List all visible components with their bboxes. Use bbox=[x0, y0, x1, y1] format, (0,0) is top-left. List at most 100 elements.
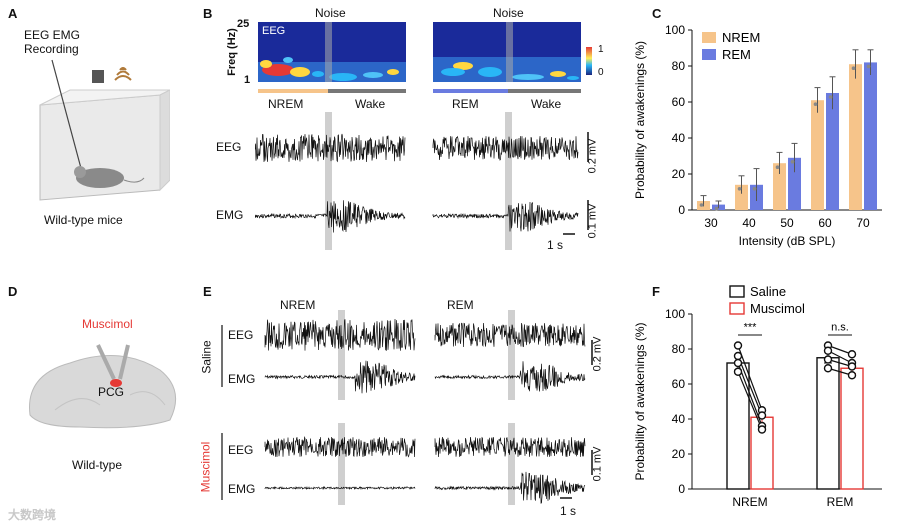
f-point bbox=[847, 350, 857, 359]
f-point bbox=[757, 411, 767, 420]
c-ytick-label: 60 bbox=[672, 95, 686, 109]
e-emg-muscimol-rem bbox=[434, 471, 586, 504]
c-point bbox=[775, 165, 780, 169]
f-paired-line bbox=[827, 344, 853, 355]
c-xtick-label: 40 bbox=[742, 216, 756, 230]
f-ytick-label: 40 bbox=[672, 412, 686, 426]
c-bar bbox=[864, 62, 877, 211]
c-ylabel: Probability of awakenings (%) bbox=[633, 41, 647, 199]
c-bar bbox=[811, 100, 824, 210]
e-eeg-label-top: EEG bbox=[228, 328, 254, 342]
rem-state-bar bbox=[433, 89, 508, 93]
spec-ytop: 25 bbox=[237, 18, 250, 30]
c-xtick-label: 30 bbox=[704, 216, 718, 230]
c-ytick-label: 100 bbox=[665, 23, 685, 37]
b-eeg-trace-right bbox=[432, 135, 579, 161]
b-emg-trace-right bbox=[432, 201, 579, 232]
c-xtick-label: 60 bbox=[818, 216, 832, 230]
region-label: PCG bbox=[98, 385, 125, 399]
f-ytick-label: 60 bbox=[672, 377, 686, 391]
nrem-state-bar bbox=[258, 89, 328, 93]
f-bar bbox=[840, 367, 864, 490]
colorbar-max: 1 bbox=[598, 44, 604, 55]
e-eeg-saline-nrem bbox=[264, 318, 416, 351]
e-eeg-saline-rem bbox=[434, 322, 586, 348]
e-emg-saline-nrem bbox=[264, 360, 416, 394]
e-state-left: NREM bbox=[280, 298, 316, 312]
recording-label: EEG EMG Recording bbox=[24, 28, 81, 56]
f-point bbox=[847, 362, 857, 371]
e-emg-saline-rem bbox=[434, 361, 586, 392]
f-bar bbox=[816, 357, 840, 490]
panel-c-letter: C bbox=[652, 6, 662, 21]
c-point bbox=[851, 66, 856, 70]
c-legend-swatch bbox=[702, 32, 716, 43]
c-point bbox=[737, 187, 742, 191]
e-bottom-scale: 0.1 mV bbox=[591, 446, 604, 482]
c-bar bbox=[773, 163, 786, 210]
watermark: 大数跨境 bbox=[8, 508, 57, 522]
c-bar bbox=[788, 157, 801, 210]
f-paired-line bbox=[827, 350, 853, 364]
c-ytick-label: 0 bbox=[678, 203, 685, 217]
sound-wave-icon bbox=[114, 75, 132, 81]
f-legend-swatch bbox=[729, 285, 745, 298]
panel-b-letter: B bbox=[203, 6, 213, 21]
b-eeg-scale: 0.2 mV bbox=[586, 138, 599, 174]
b-emg-scale: 0.1 mV bbox=[586, 203, 599, 239]
pcg-injection-site bbox=[110, 379, 122, 387]
mouse-cage-illustration bbox=[39, 59, 170, 201]
e-time-scale: 1 s bbox=[560, 504, 577, 518]
f-paired-line bbox=[737, 371, 763, 430]
f-point bbox=[733, 351, 743, 361]
c-bar bbox=[849, 64, 862, 210]
f-ytick-label: 80 bbox=[672, 342, 686, 356]
b-eeg-label: EEG bbox=[216, 140, 242, 154]
f-point bbox=[823, 364, 833, 373]
e-eeg-muscimol-rem bbox=[434, 436, 586, 458]
c-xtick-label: 50 bbox=[780, 216, 794, 230]
c-ytick-label: 40 bbox=[672, 131, 686, 145]
e-top-scale: 0.2 mV bbox=[591, 336, 604, 372]
f-xtick-label: REM bbox=[827, 495, 854, 509]
panel-e-traces bbox=[221, 310, 593, 505]
spectrograms bbox=[258, 22, 592, 93]
e-emg-label-bottom: EMG bbox=[228, 482, 256, 496]
c-bar bbox=[826, 93, 839, 210]
f-xtick-label: NREM bbox=[732, 495, 767, 509]
group-bottom-label: Muscimol bbox=[198, 441, 213, 493]
spectrogram-tag: EEG bbox=[262, 25, 286, 37]
c-legend-swatch bbox=[702, 49, 716, 60]
wake-state-bar-left bbox=[328, 89, 406, 93]
c-xtick-label: 70 bbox=[856, 216, 870, 230]
f-point bbox=[823, 355, 833, 364]
c-legend-label: NREM bbox=[722, 30, 760, 45]
e-eeg-muscimol-nrem bbox=[264, 436, 416, 458]
f-ytick-label: 20 bbox=[672, 447, 686, 461]
group-top-label: Saline bbox=[199, 340, 214, 374]
f-legend-swatch bbox=[729, 302, 745, 315]
state-right-from: REM bbox=[452, 97, 479, 111]
c-ytick-label: 80 bbox=[672, 59, 686, 73]
state-left-from: NREM bbox=[268, 97, 304, 111]
chart-c: 0 20 40 60 80 100 30 40 50 60 70 Intensity (dB SPL)… bbox=[633, 23, 882, 248]
chart-f: 0 20 40 60 80 100 NREM *** REM n.s. Probability of… bbox=[633, 284, 882, 509]
f-significance: n.s. bbox=[831, 321, 849, 333]
state-left-to: Wake bbox=[355, 97, 386, 111]
f-ytick-label: 100 bbox=[665, 307, 685, 321]
f-point bbox=[733, 358, 743, 368]
spectrogram-ylabel: Freq (Hz) bbox=[225, 28, 238, 76]
e-emg-label-top: EMG bbox=[228, 372, 256, 386]
f-point bbox=[733, 367, 743, 376]
b-emg-trace-left bbox=[255, 200, 406, 233]
panel-d-letter: D bbox=[8, 284, 18, 299]
c-ytick-label: 20 bbox=[672, 167, 686, 181]
e-state-right: REM bbox=[447, 298, 474, 312]
f-significance: *** bbox=[744, 321, 758, 333]
b-time-scale: 1 s bbox=[547, 238, 564, 252]
f-ytick-label: 0 bbox=[678, 482, 685, 496]
panel-b-traces bbox=[255, 112, 589, 250]
panel-d-caption: Wild-type bbox=[72, 458, 123, 472]
f-paired-line bbox=[737, 355, 763, 416]
c-point bbox=[866, 64, 871, 69]
